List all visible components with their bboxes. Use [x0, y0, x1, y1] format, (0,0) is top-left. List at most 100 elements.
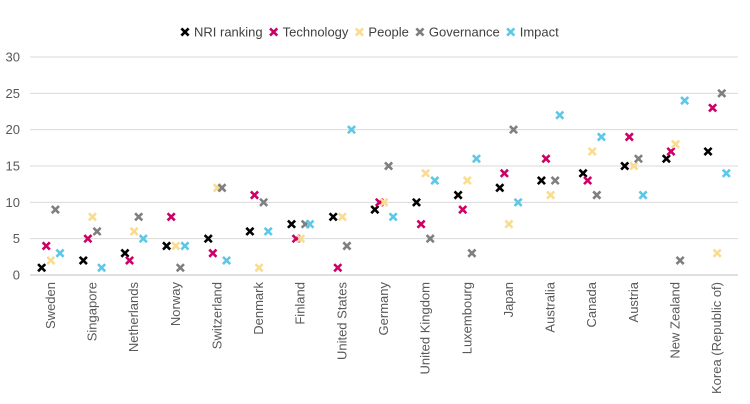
y-tick-label: 25	[6, 86, 20, 101]
x-tick-label: Korea (Republic of)	[709, 282, 724, 394]
x-tick-label: Sweden	[43, 282, 58, 329]
point-impact	[638, 190, 648, 200]
point-people	[546, 190, 556, 200]
point-governance	[467, 248, 477, 258]
legend-label: Technology	[283, 25, 349, 40]
point-impact	[513, 197, 523, 207]
point-governance	[509, 125, 519, 135]
point-nri-ranking	[245, 226, 255, 236]
legend-marker-impact	[506, 27, 516, 37]
point-people	[462, 176, 472, 186]
point-nri-ranking	[203, 234, 213, 244]
point-governance	[425, 234, 435, 244]
point-technology	[208, 248, 218, 258]
y-tick-label: 20	[6, 122, 20, 137]
point-governance	[675, 255, 685, 265]
legend-item-technology: Technology	[269, 25, 349, 40]
point-impact	[55, 248, 65, 258]
x-tick-label: New Zealand	[668, 282, 683, 359]
x-tick-label: Denmark	[251, 282, 266, 335]
point-governance	[217, 183, 227, 193]
point-technology	[499, 168, 509, 178]
legend-item-people: People	[354, 25, 409, 40]
x-tick-label: Germany	[376, 282, 391, 336]
y-tick-label: 15	[6, 159, 20, 174]
point-impact	[180, 241, 190, 251]
data-points	[37, 88, 731, 273]
point-nri-ranking	[578, 168, 588, 178]
point-people	[587, 146, 597, 156]
point-governance	[592, 190, 602, 200]
point-nri-ranking	[120, 248, 130, 258]
point-people	[171, 241, 181, 251]
point-governance	[259, 197, 269, 207]
legend-item-governance: Governance	[415, 25, 500, 40]
point-technology	[125, 255, 135, 265]
point-governance	[134, 212, 144, 222]
gridlines	[30, 56, 738, 276]
legend-label: NRI ranking	[194, 25, 263, 40]
point-impact	[346, 125, 357, 135]
point-people	[46, 255, 56, 265]
point-governance	[175, 263, 185, 273]
point-governance	[550, 176, 560, 186]
point-nri-ranking	[536, 176, 546, 186]
point-impact	[138, 234, 148, 244]
point-people	[379, 197, 389, 207]
point-governance	[717, 88, 727, 98]
x-axis: Sweden Singapore Netherlands Norway Switzerl…	[43, 281, 724, 394]
point-technology	[416, 219, 426, 229]
x-tick-label: Singapore	[84, 282, 99, 341]
point-governance	[50, 205, 60, 215]
point-technology	[166, 212, 176, 222]
x-tick-label: Netherlands	[126, 282, 141, 353]
y-tick-label: 10	[6, 195, 20, 210]
legend-label: Governance	[429, 25, 500, 40]
point-nri-ranking	[370, 205, 380, 215]
point-impact	[305, 219, 315, 229]
x-tick-label: United States	[334, 282, 349, 361]
point-nri-ranking	[287, 219, 297, 229]
point-people	[129, 226, 139, 236]
point-technology	[333, 263, 343, 273]
x-tick-label: Canada	[584, 281, 599, 327]
point-technology	[666, 146, 676, 156]
point-people	[87, 212, 97, 222]
legend-label: People	[368, 25, 408, 40]
point-governance	[342, 241, 352, 251]
point-impact	[555, 110, 565, 120]
legend-label: Impact	[520, 25, 559, 40]
y-tick-label: 30	[6, 50, 20, 65]
point-nri-ranking	[78, 255, 88, 265]
legend-item-nri-ranking: NRI ranking	[180, 25, 263, 40]
point-people	[421, 168, 431, 178]
y-tick-label: 5	[13, 231, 20, 246]
point-technology	[708, 103, 718, 113]
legend-marker-technology	[269, 27, 279, 37]
point-nri-ranking	[661, 154, 671, 164]
x-tick-label: Austria	[626, 281, 641, 322]
point-nri-ranking	[620, 161, 630, 171]
point-nri-ranking	[37, 263, 47, 273]
point-nri-ranking	[453, 190, 463, 200]
point-nri-ranking	[328, 212, 338, 222]
point-governance	[384, 161, 394, 171]
legend: NRI ranking Technology People Governance Imp…	[180, 25, 559, 40]
point-impact	[680, 96, 690, 106]
point-people	[629, 161, 639, 171]
point-governance	[633, 154, 643, 164]
point-impact	[388, 212, 398, 222]
point-impact	[263, 226, 273, 236]
point-people	[712, 248, 722, 258]
point-people	[671, 139, 681, 149]
point-people	[254, 263, 264, 273]
point-impact	[471, 154, 481, 164]
point-technology	[249, 190, 259, 200]
point-impact	[596, 132, 606, 142]
x-tick-label: Japan	[501, 282, 516, 317]
y-axis: 0 5 10 15 20 25 30	[6, 50, 20, 283]
point-impact	[97, 263, 107, 273]
point-impact	[430, 176, 440, 186]
x-tick-label: Australia	[543, 281, 558, 332]
